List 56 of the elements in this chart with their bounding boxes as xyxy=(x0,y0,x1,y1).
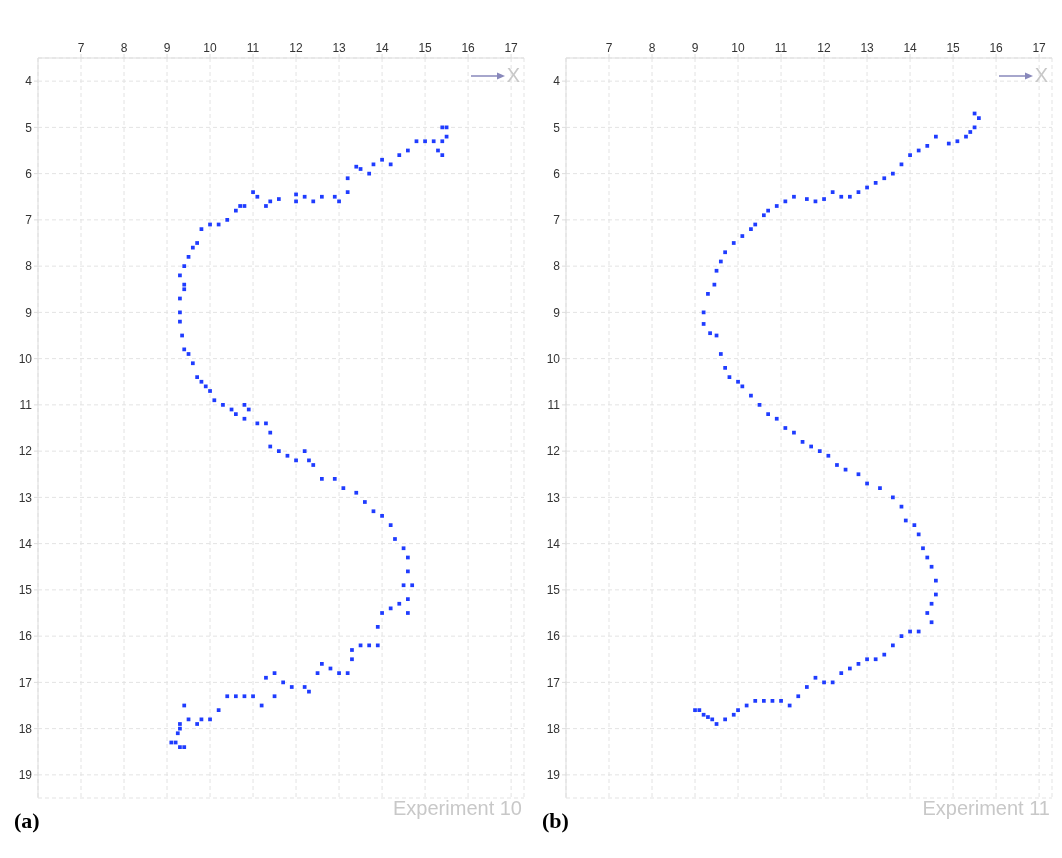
y-tick-label: 9 xyxy=(553,305,561,320)
y-tick-label: 13 xyxy=(546,490,561,505)
x-tick-label: 7 xyxy=(77,41,85,55)
y-tick-label: 14 xyxy=(546,536,561,551)
x-tick-label: 9 xyxy=(691,41,699,55)
x-tick-label: 10 xyxy=(203,41,218,55)
y-tick-label: 17 xyxy=(18,675,33,690)
y-tick-label: 9 xyxy=(25,305,33,320)
x-tick-label: 14 xyxy=(903,41,918,55)
y-tick-label: 6 xyxy=(553,166,561,181)
y-tick-label: 12 xyxy=(18,444,33,459)
y-tick-label: 5 xyxy=(25,120,33,135)
y-tick-label: 11 xyxy=(547,398,561,413)
x-tick-label: 14 xyxy=(375,41,390,55)
y-tick-label: 19 xyxy=(18,768,33,783)
y-tick-label: 14 xyxy=(18,536,33,551)
y-tick-label: 17 xyxy=(546,675,561,690)
x-tick-label: 16 xyxy=(989,41,1004,55)
x-tick-label: 15 xyxy=(946,41,961,55)
y-tick-label: 18 xyxy=(546,721,561,736)
x-tick-label: 7 xyxy=(605,41,613,55)
x-tick-label: 13 xyxy=(860,41,875,55)
y-tick-label: 7 xyxy=(553,213,561,228)
x-tick-label: 10 xyxy=(731,41,746,55)
text: (b) xyxy=(542,808,569,833)
y-tick-label: 19 xyxy=(546,768,561,783)
y-tick-label: 15 xyxy=(546,583,561,598)
x-tick-label: 9 xyxy=(163,41,171,55)
x-tick-label: 12 xyxy=(289,41,304,55)
y-tick-label: 6 xyxy=(25,166,33,181)
x-tick-label: 17 xyxy=(504,41,519,55)
y-tick-label: 8 xyxy=(553,259,561,274)
y-tick-label: 11 xyxy=(19,398,33,413)
x-tick-label: 13 xyxy=(332,41,347,55)
x-tick-label: 15 xyxy=(418,41,433,55)
y-tick-label: 5 xyxy=(553,120,561,135)
y-tick-label: 12 xyxy=(546,444,561,459)
y-tick-label: 8 xyxy=(25,259,33,274)
y-tick-label: 13 xyxy=(18,490,33,505)
y-tick-label: 10 xyxy=(546,351,561,366)
x-tick-label: 8 xyxy=(648,41,656,55)
y-tick-label: 10 xyxy=(18,351,33,366)
y-tick-label: 4 xyxy=(553,74,561,89)
x-tick-label: 8 xyxy=(120,41,128,55)
x-tick-label: 11 xyxy=(246,41,260,55)
y-tick-label: 4 xyxy=(25,74,33,89)
y-tick-label: 18 xyxy=(18,721,33,736)
x-tick-label: 11 xyxy=(774,41,788,55)
y-tick-label: 16 xyxy=(18,629,33,644)
text: (a) xyxy=(14,808,40,833)
x-tick-label: 17 xyxy=(1032,41,1047,55)
y-tick-label: 15 xyxy=(18,583,33,598)
y-tick-label: 16 xyxy=(546,629,561,644)
x-tick-label: 12 xyxy=(817,41,832,55)
x-tick-label: 16 xyxy=(461,41,476,55)
y-tick-label: 7 xyxy=(25,213,33,228)
